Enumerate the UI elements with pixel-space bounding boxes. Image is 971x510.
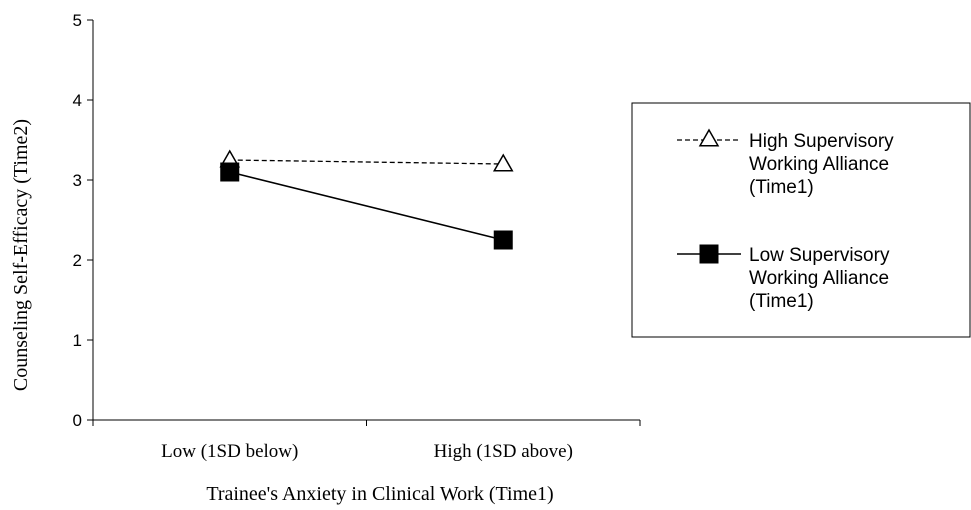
legend: High Supervisory Working Alliance (Time1)L…: [631, 102, 971, 338]
legend-label-line: Working Alliance: [749, 268, 889, 289]
legend-label-line: (Time1): [749, 177, 814, 198]
x-axis-title: Trainee's Anxiety in Clinical Work (Time…: [206, 483, 553, 505]
data-point-marker: [492, 153, 514, 172]
data-point-marker: [220, 162, 240, 182]
y-tick-label: 2: [73, 251, 82, 270]
data-point-marker: [493, 230, 513, 250]
x-tick-label: High (1SD above): [434, 441, 573, 462]
series-line: [229, 159, 504, 165]
legend-label-line: High Supervisory: [749, 131, 894, 152]
y-tick-label: 1: [73, 331, 82, 350]
series-2: [220, 162, 513, 250]
y-tick-label: 3: [73, 171, 82, 190]
series-layer: [219, 149, 514, 250]
legend-label-line: Working Alliance: [749, 154, 889, 175]
legend-label: High Supervisory Working Alliance (Time1): [749, 131, 894, 198]
y-axis-title: Counseling Self-Efficacy (Time2): [10, 119, 32, 391]
y-tick-label: 5: [73, 11, 82, 30]
legend-label-line: Low Supervisory: [749, 245, 890, 266]
x-tick-label: Low (1SD below): [161, 441, 298, 462]
series-1: [219, 149, 514, 172]
x-ticks: Low (1SD below) High (1SD above): [92, 420, 641, 462]
y-ticks: 0 1 2 3 4 5: [73, 11, 93, 430]
legend-marker: [698, 128, 720, 147]
series-line: [229, 171, 504, 241]
legend-label-line: (Time1): [749, 291, 814, 312]
y-tick-label: 0: [73, 411, 82, 430]
y-tick-label: 4: [73, 91, 82, 110]
legend-label: Low Supervisory Working Alliance (Time1): [749, 245, 890, 312]
legend-box: [631, 102, 971, 338]
axes: [92, 20, 640, 421]
legend-entry-2: Low Supervisory Working Alliance (Time1): [677, 244, 890, 312]
legend-marker: [699, 244, 719, 264]
legend-entry-1: High Supervisory Working Alliance (Time1): [677, 128, 894, 198]
